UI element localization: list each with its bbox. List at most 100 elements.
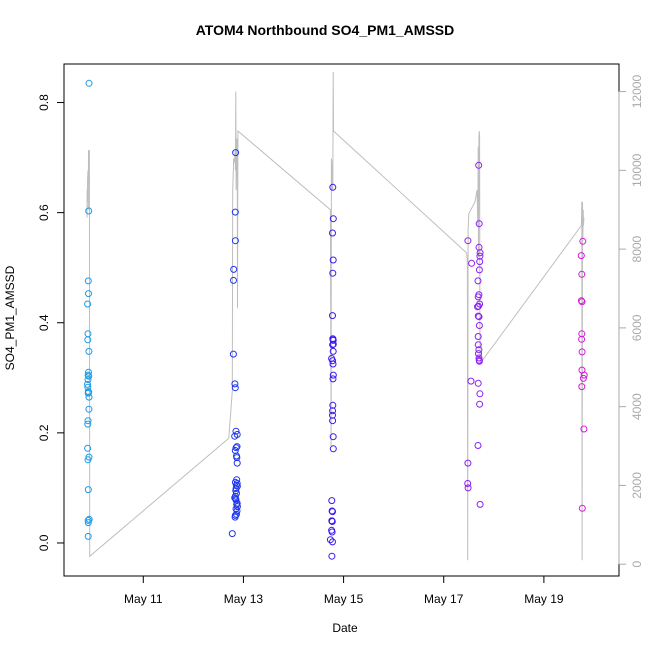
data-point: [578, 270, 586, 278]
data-point: [475, 346, 483, 354]
data-point: [229, 350, 237, 358]
data-point: [474, 442, 482, 449]
data-point: [329, 312, 336, 320]
data-point: [84, 389, 92, 397]
data-point: [85, 79, 93, 87]
data-point: [84, 380, 91, 388]
data-point: [85, 405, 93, 413]
data-point: [577, 252, 585, 260]
data-point: [233, 443, 241, 451]
data-point: [578, 335, 586, 343]
data-point: [84, 532, 92, 540]
data-point: [467, 377, 475, 385]
data-point: [475, 161, 483, 169]
data-point: [475, 220, 483, 228]
data-point: [464, 237, 472, 245]
data-point: [328, 552, 336, 560]
data-point: [476, 258, 484, 266]
data-point: [233, 459, 241, 467]
data-point: [329, 508, 336, 516]
data-point: [329, 229, 336, 237]
data-point: [85, 372, 93, 380]
y2-tick-label: 12000: [630, 75, 644, 109]
data-point: [579, 374, 587, 382]
plot-frame: [63, 63, 620, 577]
data-point: [464, 459, 472, 467]
data-point: [84, 336, 92, 344]
data-point: [231, 432, 239, 440]
data-point: [474, 293, 482, 301]
y2-tick-label: 4000: [630, 393, 644, 420]
y-tick-label: 0.4: [37, 314, 51, 331]
data-point: [329, 269, 337, 277]
data-point: [474, 341, 482, 349]
y2-tick-label: 10000: [630, 153, 644, 187]
data-point: [329, 360, 337, 368]
data-point: [475, 357, 483, 365]
data-point: [84, 417, 92, 425]
data-point: [475, 266, 483, 274]
y2-axis: 0 2000 4000 6000 8000 10000 12000: [618, 75, 644, 568]
data-point: [329, 417, 337, 425]
y-tick-label: 0.8: [37, 94, 51, 111]
x-tick-label: May 17: [424, 592, 464, 606]
data-point: [329, 336, 337, 344]
x-axis: May 11 May 13 May 15 May 17 May 19: [124, 575, 564, 606]
data-point: [329, 375, 337, 383]
x-tick-label: May 19: [524, 592, 564, 606]
data-point: [84, 519, 92, 527]
y-axis: 0.0 0.2 0.4 0.6 0.8: [37, 94, 65, 551]
data-point: [475, 322, 483, 329]
chart-title: ATOM4 Northbound SO4_PM1_AMSSD: [196, 22, 455, 38]
data-point: [84, 300, 92, 308]
data-point: [580, 425, 588, 433]
data-point: [578, 298, 586, 306]
data-point: [474, 303, 481, 311]
y2-tick-label: 8000: [630, 235, 644, 262]
data-point: [329, 340, 337, 348]
data-point: [232, 496, 240, 504]
data-point: [85, 290, 92, 298]
y2-tick-label: 2000: [630, 472, 644, 499]
data-point: [464, 484, 472, 492]
y2-tick-label: 0: [630, 561, 644, 568]
x-tick-label: May 15: [324, 592, 364, 606]
data-point: [85, 347, 93, 355]
data-point: [232, 444, 240, 452]
data-point: [329, 357, 337, 365]
data-point: [84, 277, 92, 285]
data-point: [328, 518, 336, 525]
data-point: [231, 208, 239, 216]
data-point: [84, 330, 92, 338]
data-point: [580, 371, 588, 379]
data-point: [85, 515, 93, 523]
data-point: [84, 444, 92, 452]
data-point: [329, 371, 337, 379]
data-point: [326, 536, 334, 544]
data-point: [85, 393, 93, 401]
data-point: [468, 259, 476, 267]
y-tick-label: 0.0: [37, 534, 51, 551]
y2-tick-label: 6000: [630, 314, 644, 341]
data-point: [329, 256, 337, 264]
data-point: [85, 207, 93, 215]
data-point: [578, 504, 586, 512]
data-point: [231, 384, 239, 392]
data-point: [474, 379, 482, 387]
data-point: [329, 538, 336, 546]
data-point: [578, 348, 586, 356]
data-point: [578, 383, 586, 391]
data-point: [85, 368, 92, 376]
data-point: [329, 445, 337, 453]
y-tick-label: 0.6: [37, 204, 51, 221]
x-axis-label: Date: [332, 621, 358, 635]
data-point: [579, 237, 587, 245]
y-tick-label: 0.2: [37, 424, 51, 441]
data-point: [476, 500, 484, 508]
y-axis-label: SO4_PM1_AMSSD: [3, 265, 17, 370]
data-point: [232, 427, 240, 435]
x-tick-label: May 11: [124, 592, 163, 606]
data-point: [231, 513, 239, 521]
data-point: [328, 497, 336, 505]
